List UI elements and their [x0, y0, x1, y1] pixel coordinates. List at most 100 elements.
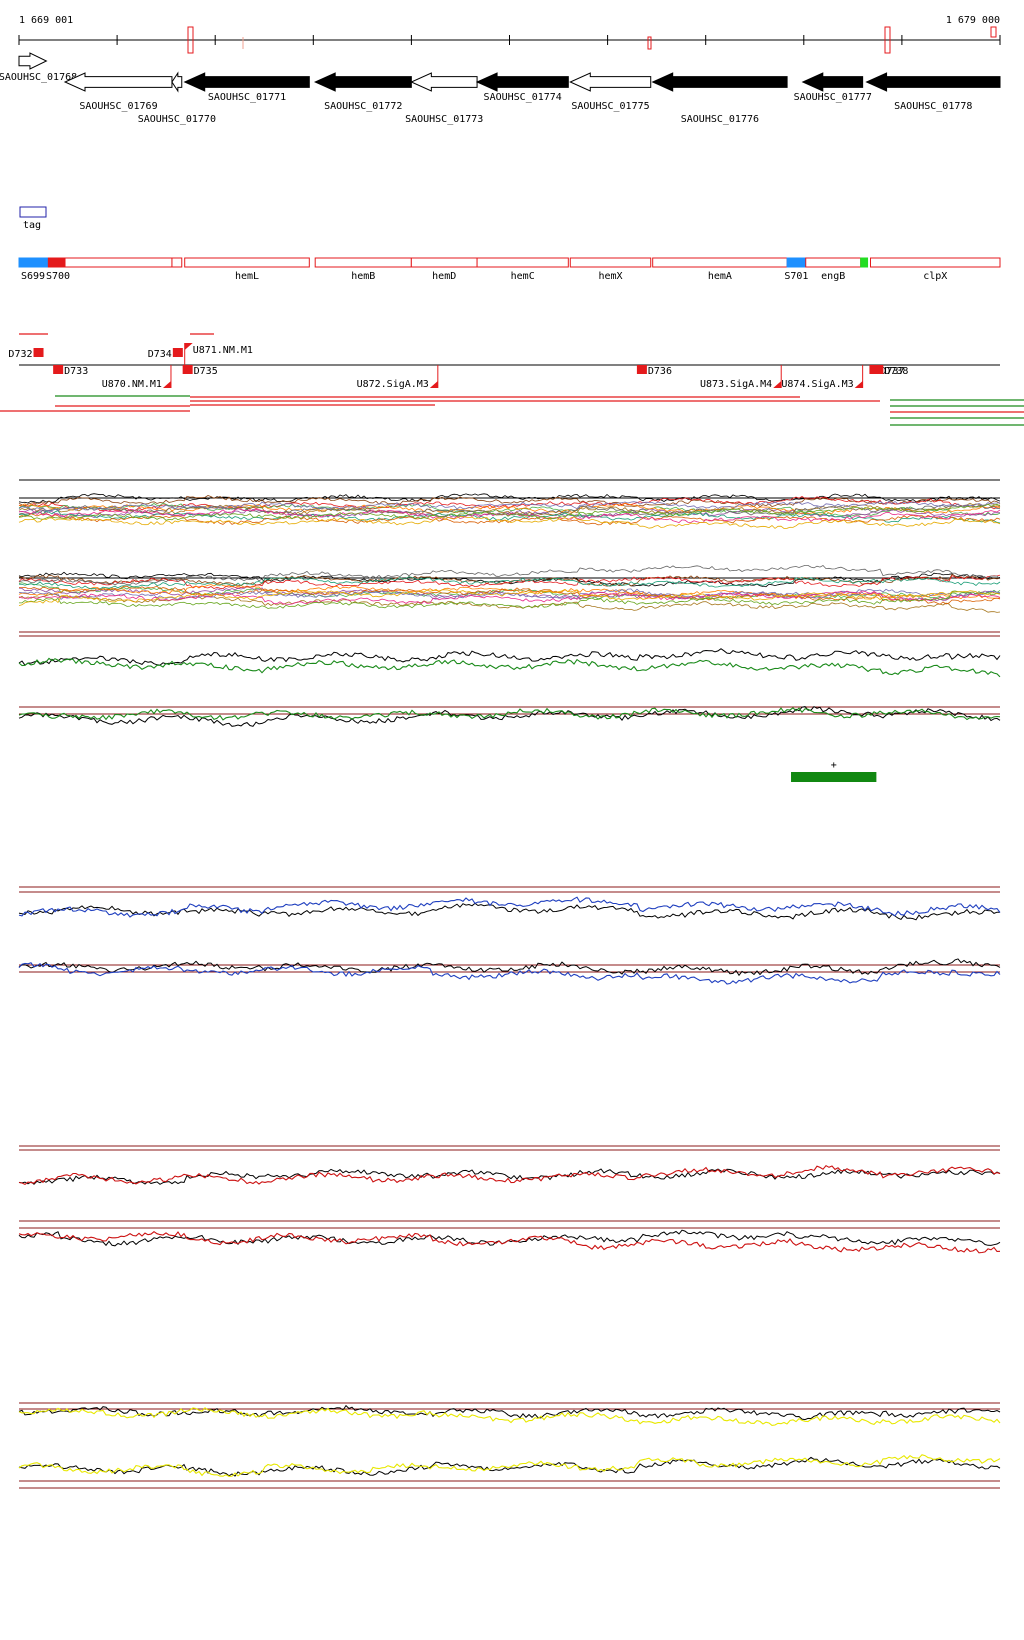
upstream-flag[interactable]: [854, 381, 863, 388]
segment-block[interactable]: [786, 257, 807, 268]
tag-legend: tag: [19, 206, 47, 231]
signal-trace: [18, 503, 1001, 521]
signal-trace: [18, 573, 1001, 587]
gene-track: SAOUHSC_01768 SAOUHSC_01769 SAOUHSC_01770 S…: [0, 52, 1001, 125]
gene-arrow[interactable]: [475, 72, 569, 92]
segment-block[interactable]: [569, 257, 652, 268]
downstream-marker[interactable]: [636, 365, 647, 374]
tag-legend-box: [19, 206, 47, 218]
gene-arrow[interactable]: [63, 72, 173, 92]
upstream-flag[interactable]: [162, 381, 171, 388]
downstream-label: D737: [880, 366, 904, 377]
gene-label: SAOUHSC_01768: [0, 72, 77, 83]
signal-trace: [18, 493, 1001, 504]
gene-label: SAOUHSC_01773: [405, 114, 483, 125]
downstream-marker[interactable]: [172, 348, 183, 357]
gene-arrow[interactable]: [410, 72, 478, 92]
upstream-label: U870.NM.M1: [102, 379, 162, 390]
downstream-marker[interactable]: [33, 348, 44, 357]
segment-block[interactable]: [410, 257, 478, 268]
segment-block[interactable]: [47, 257, 66, 268]
gene-arrow[interactable]: [569, 72, 652, 92]
upstream-flag[interactable]: [184, 343, 193, 350]
gene-arrow[interactable]: [183, 72, 310, 92]
signal-trace: [18, 516, 1001, 529]
downstream-label: D733: [64, 366, 88, 377]
signal-trace: [18, 582, 1001, 601]
signal-trace: [18, 962, 1001, 985]
tag-legend-label: tag: [23, 220, 41, 231]
signal-trace: [18, 1229, 1001, 1247]
segment-block[interactable]: [184, 257, 310, 268]
downstream-marker[interactable]: [873, 365, 884, 374]
upstream-flag[interactable]: [773, 381, 782, 388]
segment-block[interactable]: [476, 257, 569, 268]
signal-trace: [18, 576, 1001, 590]
downstream-label: D738: [884, 366, 908, 377]
signal-trace: [18, 1404, 1001, 1421]
downstream-label: D732: [8, 349, 32, 360]
upstream-flag[interactable]: [429, 381, 438, 388]
upstream-label: U872.SigA.M3: [357, 379, 429, 390]
gene-arrow[interactable]: [313, 72, 412, 92]
gene-arrow[interactable]: [18, 52, 48, 70]
segment-block[interactable]: [171, 257, 183, 268]
segment-label: S699: [21, 271, 45, 282]
signal-trace: [18, 1454, 1001, 1477]
segment-track: S699 S700 hemL hemB hemD hemC hemX hemA S701 engB…: [18, 257, 1001, 282]
segment-label: hemB: [351, 271, 375, 282]
signal-trace: [18, 585, 1001, 605]
ruler-end-label: 1 679 000: [946, 15, 1000, 26]
downstream-label: D734: [148, 349, 172, 360]
segment-block[interactable]: [314, 257, 412, 268]
signal-trace: [18, 508, 1001, 524]
signal-trace: [18, 574, 1001, 590]
downstream-label: D735: [194, 366, 218, 377]
segment-label: hemD: [432, 271, 456, 282]
signal-trace: [18, 565, 1001, 586]
signal-trace: [18, 896, 1001, 918]
coordinate-ruler: 1 669 001 1 679 000: [18, 15, 1001, 45]
gene-arrow[interactable]: [171, 71, 183, 93]
gene-label: SAOUHSC_01776: [681, 114, 759, 125]
upstream-label: U874.SigA.M3: [781, 379, 853, 390]
gene-label: SAOUHSC_01778: [894, 101, 972, 112]
expression-tracks: [18, 479, 1001, 1489]
signal-trace: [18, 510, 1001, 524]
signal-trace: [18, 593, 1001, 613]
upstream-label: U871.NM.M1: [193, 345, 253, 356]
signal-trace: [18, 707, 1001, 721]
downstream-marker[interactable]: [182, 365, 193, 374]
downstream-marker[interactable]: [53, 365, 64, 374]
gene-arrow[interactable]: [651, 72, 788, 92]
gene-label: SAOUHSC_01771: [208, 92, 286, 103]
segment-block[interactable]: [869, 257, 1001, 268]
segment-label: hemC: [511, 271, 535, 282]
segment-label: hemA: [708, 271, 732, 282]
segment-block[interactable]: [860, 257, 869, 268]
segment-label: clpX: [923, 271, 947, 282]
signal-trace: [18, 705, 1001, 727]
gene-label: SAOUHSC_01770: [138, 114, 216, 125]
ruler-ticks: [18, 35, 1001, 45]
signal-trace: [18, 588, 1001, 606]
gene-label: SAOUHSC_01772: [324, 101, 402, 112]
plus-marker: +: [791, 760, 877, 782]
plus-marker-label: +: [831, 760, 837, 771]
ruler-highlight-mark: [647, 36, 652, 50]
segment-label: hemL: [235, 271, 259, 282]
signal-trace: [18, 1456, 1001, 1477]
signal-trace: [18, 588, 1001, 601]
gene-arrow[interactable]: [801, 72, 864, 92]
ruler-start-label: 1 669 001: [19, 15, 73, 26]
ruler-highlight-marks: [187, 26, 997, 54]
segment-block[interactable]: [64, 257, 173, 268]
signal-trace: [18, 502, 1001, 517]
downstream-label: D736: [648, 366, 672, 377]
segment-block[interactable]: [652, 257, 788, 268]
segment-block[interactable]: [805, 257, 862, 268]
segment-block[interactable]: [18, 257, 49, 268]
gene-arrow[interactable]: [865, 72, 1001, 92]
